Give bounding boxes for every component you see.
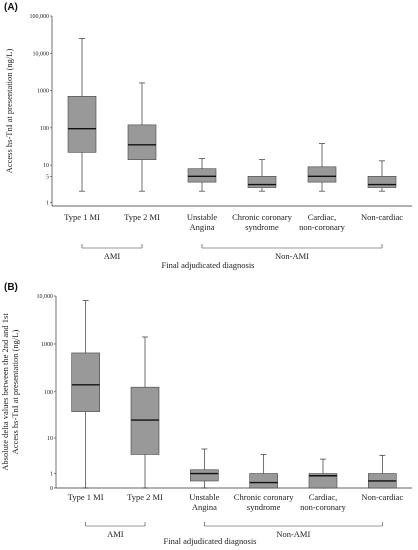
category-label: Cardiac, xyxy=(309,492,338,502)
category-label: Type 1 MI xyxy=(68,492,104,502)
panel-b-chart: (B) 10,000 1000 100 10 1 0 Absolute delta value… xyxy=(0,280,418,550)
category-label: non-coronary xyxy=(299,222,346,232)
y-tick-label: 0 xyxy=(50,486,53,492)
box-iqr xyxy=(130,386,160,455)
category-label: Chronic coronary xyxy=(232,212,292,222)
category-label: syndrome xyxy=(247,502,281,512)
panel-label: (B) xyxy=(4,282,18,293)
panel-label: (A) xyxy=(4,2,18,13)
category-label: Unstable xyxy=(187,212,217,222)
y-tick-label: 100 xyxy=(44,390,53,396)
box-iqr xyxy=(71,352,100,412)
x-axis-title: Final adjudicated diagnosis xyxy=(163,536,256,546)
group-label: AMI xyxy=(104,251,121,261)
category-label: non-coronary xyxy=(300,502,347,512)
group-label: Non-AMI xyxy=(275,251,309,261)
category-label: Chronic coronary xyxy=(234,492,294,502)
group-label: AMI xyxy=(107,529,124,539)
y-tick-label: 1000 xyxy=(37,89,49,95)
category-label: Unstable xyxy=(189,492,219,502)
category-label: Non-cardiac xyxy=(361,212,403,222)
y-axis-title: Access hs-TnI at presentation (ng/L) xyxy=(10,330,20,455)
panel-a-svg: (A) 100,000 10,000 1000 100 10 5 1 Access hs-TnI… xyxy=(4,2,412,270)
box-iqr xyxy=(127,124,157,160)
x-axis-title: Final adjudicated diagnosis xyxy=(161,260,254,270)
box-iqr xyxy=(367,176,397,188)
y-axis-title: Access hs-TnI at presentation (ng/L) xyxy=(4,49,14,174)
box-iqr xyxy=(308,473,338,489)
y-tick-label: 10,000 xyxy=(37,294,54,300)
y-tick-label: 10,000 xyxy=(33,51,50,57)
category-label: Type 2 MI xyxy=(127,492,163,502)
box-iqr xyxy=(190,469,219,482)
y-tick-label: 100,000 xyxy=(30,14,50,20)
category-label: Type 1 MI xyxy=(64,212,100,222)
y-tick-label: 1 xyxy=(50,472,53,478)
y-tick-label: 1000 xyxy=(41,342,53,348)
category-label: Type 2 MI xyxy=(124,212,160,222)
y-axis-title: Absolute delta values between the 2nd an… xyxy=(0,313,10,471)
box-iqr xyxy=(187,168,217,183)
box-iqr xyxy=(247,176,277,188)
category-label: Angina xyxy=(192,502,217,512)
panel-a-chart: (A) 100,000 10,000 1000 100 10 5 1 Access hs-TnI… xyxy=(0,0,418,272)
y-tick-label: 1 xyxy=(46,200,49,206)
y-tick-label: 10 xyxy=(47,436,53,442)
y-tick-label: 5 xyxy=(46,174,49,180)
category-label: Cardiac, xyxy=(308,212,337,222)
y-tick-label: 100 xyxy=(40,126,49,132)
category-label: Angina xyxy=(189,222,214,232)
box-iqr xyxy=(307,166,337,183)
box-iqr xyxy=(67,96,97,153)
category-label: Non-cardiac xyxy=(361,492,403,502)
group-label: Non-AMI xyxy=(276,529,310,539)
category-label: syndrome xyxy=(245,222,279,232)
y-tick-label: 10 xyxy=(43,163,49,169)
box-iqr xyxy=(249,473,278,489)
